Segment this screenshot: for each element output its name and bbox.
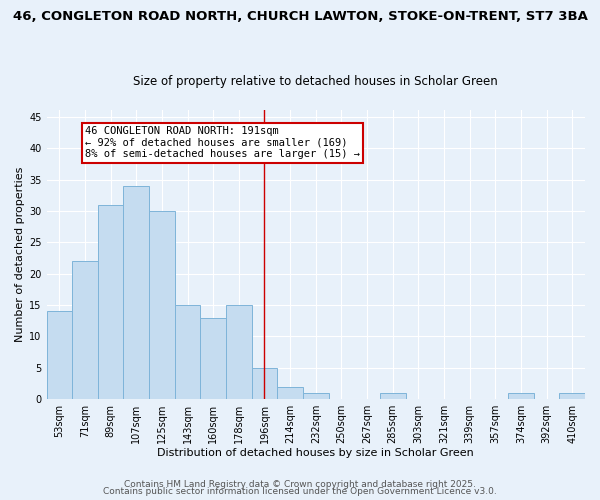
Bar (98, 204, 124, 399)
Bar (175, 305, 200, 399)
Y-axis label: Number of detached properties: Number of detached properties (15, 167, 25, 342)
Bar (124, 186, 149, 399)
Bar (47, 312, 72, 399)
Bar (508, 393, 534, 399)
Bar (72, 261, 98, 399)
Bar (200, 318, 226, 399)
Bar (149, 211, 175, 399)
Text: 46 CONGLETON ROAD NORTH: 191sqm
← 92% of detached houses are smaller (169)
8% of: 46 CONGLETON ROAD NORTH: 191sqm ← 92% of… (85, 126, 360, 160)
Bar (226, 305, 251, 399)
Bar (277, 386, 303, 399)
Bar (303, 393, 329, 399)
Bar (559, 393, 585, 399)
X-axis label: Distribution of detached houses by size in Scholar Green: Distribution of detached houses by size … (157, 448, 474, 458)
Bar (380, 393, 406, 399)
Text: 46, CONGLETON ROAD NORTH, CHURCH LAWTON, STOKE-ON-TRENT, ST7 3BA: 46, CONGLETON ROAD NORTH, CHURCH LAWTON,… (13, 10, 587, 23)
Bar (251, 368, 277, 399)
Title: Size of property relative to detached houses in Scholar Green: Size of property relative to detached ho… (133, 76, 498, 88)
Text: Contains HM Land Registry data © Crown copyright and database right 2025.: Contains HM Land Registry data © Crown c… (124, 480, 476, 489)
Text: Contains public sector information licensed under the Open Government Licence v3: Contains public sector information licen… (103, 487, 497, 496)
